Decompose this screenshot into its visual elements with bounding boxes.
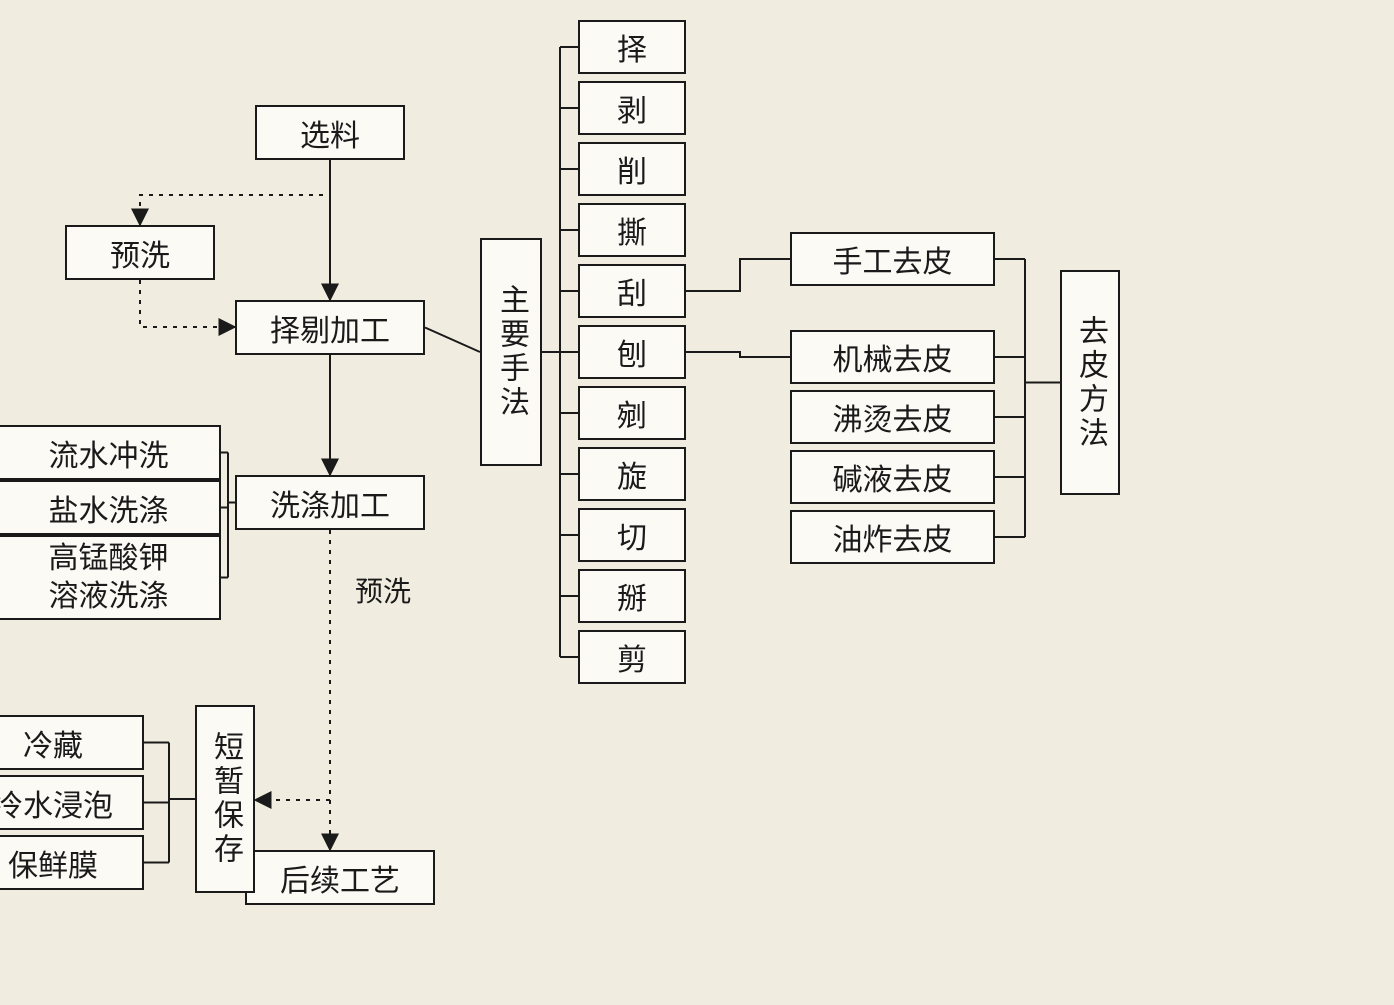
node-label: 剥 xyxy=(617,86,647,130)
node-label: 削 xyxy=(617,147,647,191)
node-feitang: 沸烫去皮 xyxy=(790,390,995,444)
node-label: 切 xyxy=(617,513,647,557)
node-label: 冷水浸泡 xyxy=(0,781,113,825)
node-label: 择 xyxy=(617,25,647,69)
node-ze: 择 xyxy=(578,20,686,74)
node-si: 撕 xyxy=(578,203,686,257)
node-label: 主要手法 xyxy=(489,284,533,420)
node-label: 刨 xyxy=(617,330,647,374)
node-label: 去皮方法 xyxy=(1068,315,1112,451)
node-label: 掰 xyxy=(617,574,647,618)
node-label: 碱液去皮 xyxy=(833,455,953,499)
node-label: 冷藏 xyxy=(23,721,83,765)
node-label: 机械去皮 xyxy=(833,335,953,379)
node-label: 选料 xyxy=(300,111,360,155)
node-wan: 剜 xyxy=(578,386,686,440)
node-yuxi: 预洗 xyxy=(65,225,215,280)
node-liushui: 流水冲洗 xyxy=(0,425,221,480)
node-zhuyao: 主要手法 xyxy=(480,238,542,466)
node-xidi: 洗涤加工 xyxy=(235,475,425,530)
node-lengshui: 冷水浸泡 xyxy=(0,775,144,830)
node-label: 剜 xyxy=(617,391,647,435)
node-bai: 掰 xyxy=(578,569,686,623)
node-lengcang: 冷藏 xyxy=(0,715,144,770)
node-label: 剪 xyxy=(617,635,647,679)
node-baoxian: 保鲜膜 xyxy=(0,835,144,890)
node-label: 高锰酸钾溶液洗涤 xyxy=(49,540,169,615)
node-label: 刮 xyxy=(617,269,647,313)
node-label: 手工去皮 xyxy=(833,237,953,281)
node-jian: 剪 xyxy=(578,630,686,684)
node-label: 盐水洗涤 xyxy=(49,486,169,530)
node-label: 流水冲洗 xyxy=(49,431,169,475)
node-gaomeng: 高锰酸钾溶液洗涤 xyxy=(0,535,221,620)
node-yanshui: 盐水洗涤 xyxy=(0,480,221,535)
node-label: 预洗 xyxy=(110,231,170,275)
node-label: 择剔加工 xyxy=(270,306,390,350)
node-jianye: 碱液去皮 xyxy=(790,450,995,504)
node-label: 短暂保存 xyxy=(203,731,247,867)
node-shougong: 手工去皮 xyxy=(790,232,995,286)
node-label: 油炸去皮 xyxy=(833,515,953,559)
node-label: 沸烫去皮 xyxy=(833,395,953,439)
node-gua: 刮 xyxy=(578,264,686,318)
node-qie: 切 xyxy=(578,508,686,562)
label-yuxi-annotation: 预洗 xyxy=(355,570,411,610)
node-houxu: 后续工艺 xyxy=(245,850,435,905)
node-xuanliao: 选料 xyxy=(255,105,405,160)
node-duanzan: 短暂保存 xyxy=(195,705,255,893)
node-bo: 剥 xyxy=(578,81,686,135)
node-xue: 削 xyxy=(578,142,686,196)
node-pao: 刨 xyxy=(578,325,686,379)
node-zeti: 择剔加工 xyxy=(235,300,425,355)
node-label: 保鲜膜 xyxy=(8,841,98,885)
node-xuan: 旋 xyxy=(578,447,686,501)
node-label: 旋 xyxy=(617,452,647,496)
node-label: 后续工艺 xyxy=(280,856,400,900)
node-label: 撕 xyxy=(617,208,647,252)
node-label: 洗涤加工 xyxy=(270,481,390,525)
node-jixie: 机械去皮 xyxy=(790,330,995,384)
node-youzha: 油炸去皮 xyxy=(790,510,995,564)
node-qupi: 去皮方法 xyxy=(1060,270,1120,495)
